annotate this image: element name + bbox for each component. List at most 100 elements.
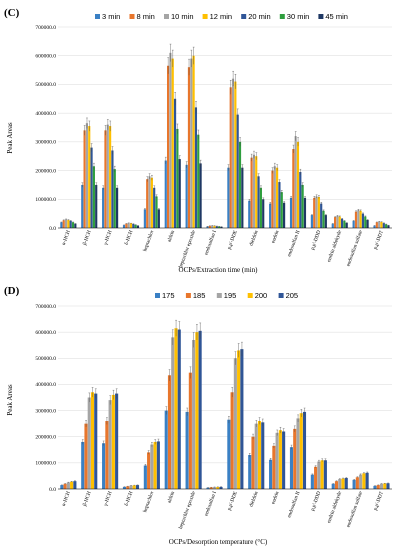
d-bar-200-endosulfan-i [216, 487, 220, 489]
d-error-bar-205-heptachlor-epoxide [199, 322, 202, 339]
c-error-bar-20-min-heptachlor [153, 185, 156, 190]
c-bar-12-min-endosulfan-i [213, 225, 216, 228]
d-error-bar-200-endrin-aldehyde [342, 477, 344, 480]
d-bar-185-heptachlor [147, 452, 151, 489]
d-bar-205-dieldrin [261, 422, 265, 489]
d-bar-200-endrin-aldehyde [341, 478, 345, 489]
d-error-bar-205-endrin-aldehyde [345, 477, 348, 479]
c-bar-10-min-endrin-aldehyde [336, 215, 339, 228]
d-bar-195-hch [87, 397, 91, 489]
c-category-label-endrin-aldehyde: endrin aldehyde [326, 229, 343, 263]
d-error-bar-185-heptachlor [147, 450, 150, 455]
d-bar-185-endrin [272, 445, 276, 489]
d-bar-205-p-p-ddt [386, 483, 390, 489]
d-error-bar-175-endrin [269, 458, 272, 462]
panel-c-category-labels: α-HCH β-HCH γ-HCH δ-HCH heptachlor aldrin hept… [61, 229, 385, 269]
d-bar-175-hch [81, 441, 85, 489]
d-error-bar-205-hch [74, 480, 76, 482]
c-category-label-p-p-ddd: p,p'-DDD [310, 229, 323, 250]
c-bar-45-min-endosulfan-ii [303, 197, 307, 228]
c-bar-30-min-endrin-aldehyde [343, 220, 346, 228]
c-error-bar-20-min-endrin-aldehyde [341, 218, 344, 220]
d-error-bar-200-hch [70, 481, 73, 483]
d-bar-185-endosulfan-sulfate [355, 477, 359, 489]
d-error-bar-185-endrin-aldehyde [335, 480, 338, 482]
c-error-bar-8-min-p-p-dde [229, 80, 232, 95]
c-bar-3-min-endosulfan-sulfate [352, 220, 355, 228]
d-bar-205-hch [73, 481, 77, 489]
c-bar-30-min-hch [113, 169, 116, 228]
c-error-bar-20-min-endrin [278, 179, 281, 185]
c-bar-20-min-endosulfan-ii [299, 172, 302, 228]
c-bar-12-min-p-p-ddt [380, 221, 383, 228]
d-bar-175-dieldrin [248, 455, 252, 489]
d-category-label-endosulfan-ii: endosulfan II [285, 490, 301, 519]
c-error-bar-45-min-p-p-ddd [325, 214, 327, 216]
panel-c-x-axis-title: OCPs/Extraction time (min) [179, 266, 259, 274]
d-bar-205-endosulfan-i [219, 486, 223, 489]
c-error-bar-20-min-endosulfan-ii [299, 169, 302, 175]
c-category-label-dieldrin: dieldrin [249, 229, 260, 247]
d-error-bar-185-p-p-ddd [314, 465, 317, 468]
d-y-tick-label-1: 100000.0 [35, 461, 56, 467]
d-category-label-endosulfan-i: endosulfan I [203, 490, 218, 517]
c-error-bar-30-min-heptachlor [155, 194, 158, 198]
c-bar-3-min-hch [60, 222, 63, 228]
panel-c-label: (C) [4, 7, 20, 19]
c-error-bar-30-min-hch [72, 221, 74, 223]
c-error-bar-20-min-hch [90, 143, 93, 152]
c-legend-swatch-12-min [202, 14, 208, 19]
c-error-bar-3-min-p-p-ddd [311, 214, 313, 216]
c-error-bar-10-min-aldrin [169, 43, 172, 62]
c-error-bar-20-min-heptachlor-epoxide [195, 101, 197, 114]
d-bar-200-hch [132, 485, 136, 489]
d-y-tick-label-0: 0.0 [49, 487, 56, 493]
c-bar-12-min-p-p-ddd [317, 196, 320, 228]
c-bar-12-min-aldrin [171, 58, 174, 229]
d-error-bar-175-endrin-aldehyde [332, 483, 335, 485]
d-bar-200-p-p-ddt [383, 483, 387, 489]
c-bar-30-min-p-p-ddt [385, 224, 388, 228]
c-error-bar-30-min-heptachlor-epoxide [197, 129, 200, 140]
c-bar-10-min-endosulfan-ii [294, 136, 297, 228]
c-bar-8-min-dieldrin [250, 157, 253, 228]
d-legend-swatch-185 [185, 293, 191, 298]
d-bar-200-endosulfan-sulfate [362, 473, 366, 489]
c-bar-30-min-endrin [280, 192, 283, 228]
d-category-label-hch: γ-HCH [103, 490, 114, 506]
c-error-bar-30-min-hch [93, 163, 95, 170]
c-error-bar-12-min-endosulfan-sulfate [359, 209, 362, 212]
c-bar-3-min-dieldrin [248, 200, 251, 228]
d-bar-185-hch [126, 486, 130, 489]
c-bar-45-min-p-p-ddd [324, 215, 327, 228]
c-bar-3-min-hch [122, 225, 126, 228]
d-bar-205-endrin-aldehyde [344, 478, 348, 489]
d-bar-200-hch [111, 394, 115, 489]
c-error-bar-20-min-p-p-ddd [320, 202, 323, 205]
d-error-bar-195-endosulfan-sulfate [359, 473, 362, 476]
d-bar-175-heptachlor [143, 465, 147, 489]
d-bar-195-endrin [275, 432, 279, 489]
c-bar-30-min-heptachlor-epoxide [197, 134, 200, 228]
c-bar-8-min-endrin [271, 170, 274, 228]
c-legend-swatch-3-min [95, 14, 100, 19]
d-bar-175-endosulfan-sulfate [352, 479, 356, 489]
d-legend-label-185: 185 [193, 291, 206, 300]
c-bar-10-min-hch [64, 219, 68, 228]
d-bar-205-heptachlor-epoxide [198, 330, 202, 489]
d-error-bar-200-p-p-dde [237, 343, 240, 358]
c-bar-12-min-heptachlor-epoxide [192, 55, 195, 228]
c-bar-45-min-dieldrin [262, 199, 265, 228]
c-category-label-hch: β-HCH [82, 229, 93, 246]
d-error-bar-200-p-p-ddd [321, 458, 324, 462]
d-category-label-heptachlor-epoxide: heptachlor epoxide [178, 490, 197, 530]
d-bar-205-endosulfan-ii [302, 411, 307, 489]
d-bar-185-endosulfan-ii [293, 428, 297, 489]
d-bar-200-heptachlor-epoxide [195, 332, 199, 489]
d-bar-200-hch [70, 481, 74, 489]
d-legend-swatch-195 [216, 293, 222, 298]
d-error-bar-200-endosulfan-ii [300, 409, 303, 417]
c-bar-20-min-hch [69, 220, 72, 228]
c-error-bar-10-min-p-p-ddd [315, 194, 318, 198]
d-bar-185-p-p-dde [230, 392, 234, 489]
